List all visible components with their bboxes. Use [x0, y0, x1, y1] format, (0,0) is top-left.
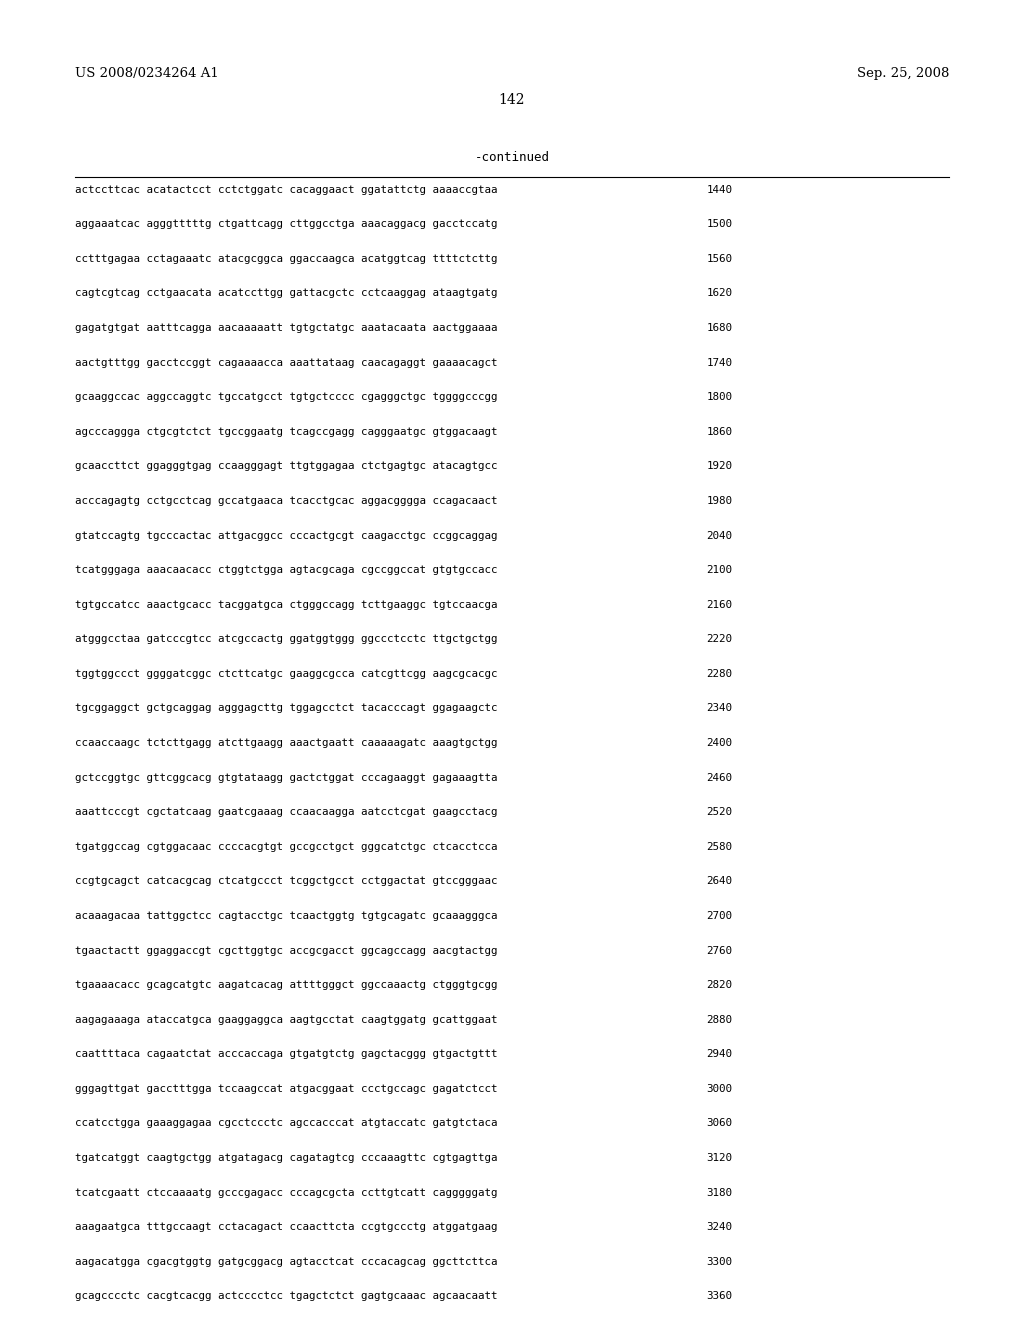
Text: 2820: 2820 — [707, 981, 732, 990]
Text: 3240: 3240 — [707, 1222, 732, 1233]
Text: aagagaaaga ataccatgca gaaggaggca aagtgcctat caagtggatg gcattggaat: aagagaaaga ataccatgca gaaggaggca aagtgcc… — [75, 1015, 498, 1024]
Text: 1740: 1740 — [707, 358, 732, 368]
Text: 2520: 2520 — [707, 808, 732, 817]
Text: 2700: 2700 — [707, 911, 732, 921]
Text: 2340: 2340 — [707, 704, 732, 714]
Text: 2160: 2160 — [707, 599, 732, 610]
Text: gggagttgat gacctttgga tccaagccat atgacggaat ccctgccagc gagatctcct: gggagttgat gacctttgga tccaagccat atgacgg… — [75, 1084, 498, 1094]
Text: aggaaatcac agggtttttg ctgattcagg cttggcctga aaacaggacg gacctccatg: aggaaatcac agggtttttg ctgattcagg cttggcc… — [75, 219, 498, 230]
Text: 3120: 3120 — [707, 1154, 732, 1163]
Text: gctccggtgc gttcggcacg gtgtataagg gactctggat cccagaaggt gagaaagtta: gctccggtgc gttcggcacg gtgtataagg gactctg… — [75, 772, 498, 783]
Text: gagatgtgat aatttcagga aacaaaaatt tgtgctatgc aaatacaata aactggaaaa: gagatgtgat aatttcagga aacaaaaatt tgtgcta… — [75, 323, 498, 333]
Text: acccagagtg cctgcctcag gccatgaaca tcacctgcac aggacgggga ccagacaact: acccagagtg cctgcctcag gccatgaaca tcacctg… — [75, 496, 498, 506]
Text: cctttgagaa cctagaaatc atacgcggca ggaccaagca acatggtcag ttttctcttg: cctttgagaa cctagaaatc atacgcggca ggaccaa… — [75, 253, 498, 264]
Text: aaagaatgca tttgccaagt cctacagact ccaacttcta ccgtgccctg atggatgaag: aaagaatgca tttgccaagt cctacagact ccaactt… — [75, 1222, 498, 1233]
Text: tgtgccatcc aaactgcacc tacggatgca ctgggccagg tcttgaaggc tgtccaacga: tgtgccatcc aaactgcacc tacggatgca ctgggcc… — [75, 599, 498, 610]
Text: 1860: 1860 — [707, 426, 732, 437]
Text: 142: 142 — [499, 94, 525, 107]
Text: 2400: 2400 — [707, 738, 732, 748]
Text: atgggcctaa gatcccgtcc atcgccactg ggatggtggg ggccctcctc ttgctgctgg: atgggcctaa gatcccgtcc atcgccactg ggatggt… — [75, 635, 498, 644]
Text: tgatcatggt caagtgctgg atgatagacg cagatagtcg cccaaagttc cgtgagttga: tgatcatggt caagtgctgg atgatagacg cagatag… — [75, 1154, 498, 1163]
Text: 1980: 1980 — [707, 496, 732, 506]
Text: agcccaggga ctgcgtctct tgccggaatg tcagccgagg cagggaatgc gtggacaagt: agcccaggga ctgcgtctct tgccggaatg tcagccg… — [75, 426, 498, 437]
Text: 1500: 1500 — [707, 219, 732, 230]
Text: 3180: 3180 — [707, 1188, 732, 1197]
Text: acaaagacaa tattggctcc cagtacctgc tcaactggtg tgtgcagatc gcaaagggca: acaaagacaa tattggctcc cagtacctgc tcaactg… — [75, 911, 498, 921]
Text: ccatcctgga gaaaggagaa cgcctccctc agccacccat atgtaccatc gatgtctaca: ccatcctgga gaaaggagaa cgcctccctc agccacc… — [75, 1118, 498, 1129]
Text: aactgtttgg gacctccggt cagaaaacca aaattataag caacagaggt gaaaacagct: aactgtttgg gacctccggt cagaaaacca aaattat… — [75, 358, 498, 368]
Text: tcatcgaatt ctccaaaatg gcccgagacc cccagcgcta ccttgtcatt cagggggatg: tcatcgaatt ctccaaaatg gcccgagacc cccagcg… — [75, 1188, 498, 1197]
Text: tgatggccag cgtggacaac ccccacgtgt gccgcctgct gggcatctgc ctcacctcca: tgatggccag cgtggacaac ccccacgtgt gccgcct… — [75, 842, 498, 851]
Text: tgcggaggct gctgcaggag agggagcttg tggagcctct tacacccagt ggagaagctc: tgcggaggct gctgcaggag agggagcttg tggagcc… — [75, 704, 498, 714]
Text: 2580: 2580 — [707, 842, 732, 851]
Text: 1560: 1560 — [707, 253, 732, 264]
Text: gtatccagtg tgcccactac attgacggcc cccactgcgt caagacctgc ccggcaggag: gtatccagtg tgcccactac attgacggcc cccactg… — [75, 531, 498, 541]
Text: gcaaccttct ggagggtgag ccaagggagt ttgtggagaa ctctgagtgc atacagtgcc: gcaaccttct ggagggtgag ccaagggagt ttgtgga… — [75, 462, 498, 471]
Text: 2760: 2760 — [707, 945, 732, 956]
Text: aagacatgga cgacgtggtg gatgcggacg agtacctcat cccacagcag ggcttcttca: aagacatgga cgacgtggtg gatgcggacg agtacct… — [75, 1257, 498, 1267]
Text: caattttaca cagaatctat acccaccaga gtgatgtctg gagctacggg gtgactgttt: caattttaca cagaatctat acccaccaga gtgatgt… — [75, 1049, 498, 1060]
Text: gcagcccctc cacgtcacgg actcccctcc tgagctctct gagtgcaaac agcaacaatt: gcagcccctc cacgtcacgg actcccctcc tgagctc… — [75, 1291, 498, 1302]
Text: 3000: 3000 — [707, 1084, 732, 1094]
Text: 1440: 1440 — [707, 185, 732, 195]
Text: 1920: 1920 — [707, 462, 732, 471]
Text: 1680: 1680 — [707, 323, 732, 333]
Text: 2040: 2040 — [707, 531, 732, 541]
Text: 1800: 1800 — [707, 392, 732, 403]
Text: 2880: 2880 — [707, 1015, 732, 1024]
Text: 2460: 2460 — [707, 772, 732, 783]
Text: tggtggccct ggggatcggc ctcttcatgc gaaggcgcca catcgttcgg aagcgcacgc: tggtggccct ggggatcggc ctcttcatgc gaaggcg… — [75, 669, 498, 678]
Text: aaattcccgt cgctatcaag gaatcgaaag ccaacaagga aatcctcgat gaagcctacg: aaattcccgt cgctatcaag gaatcgaaag ccaacaa… — [75, 808, 498, 817]
Text: actccttcac acatactcct cctctggatc cacaggaact ggatattctg aaaaccgtaa: actccttcac acatactcct cctctggatc cacagga… — [75, 185, 498, 195]
Text: ccgtgcagct catcacgcag ctcatgccct tcggctgcct cctggactat gtccgggaac: ccgtgcagct catcacgcag ctcatgccct tcggctg… — [75, 876, 498, 887]
Text: 1620: 1620 — [707, 289, 732, 298]
Text: 2280: 2280 — [707, 669, 732, 678]
Text: tcatgggaga aaacaacacc ctggtctgga agtacgcaga cgccggccat gtgtgccacc: tcatgggaga aaacaacacc ctggtctgga agtacgc… — [75, 565, 498, 576]
Text: 2220: 2220 — [707, 635, 732, 644]
Text: gcaaggccac aggccaggtc tgccatgcct tgtgctcccc cgagggctgc tggggcccgg: gcaaggccac aggccaggtc tgccatgcct tgtgctc… — [75, 392, 498, 403]
Text: 2640: 2640 — [707, 876, 732, 887]
Text: 3060: 3060 — [707, 1118, 732, 1129]
Text: cagtcgtcag cctgaacata acatccttgg gattacgctc cctcaaggag ataagtgatg: cagtcgtcag cctgaacata acatccttgg gattacg… — [75, 289, 498, 298]
Text: -continued: -continued — [474, 150, 550, 164]
Text: 3300: 3300 — [707, 1257, 732, 1267]
Text: 2100: 2100 — [707, 565, 732, 576]
Text: 2940: 2940 — [707, 1049, 732, 1060]
Text: tgaactactt ggaggaccgt cgcttggtgc accgcgacct ggcagccagg aacgtactgg: tgaactactt ggaggaccgt cgcttggtgc accgcga… — [75, 945, 498, 956]
Text: 3360: 3360 — [707, 1291, 732, 1302]
Text: tgaaaacacc gcagcatgtc aagatcacag attttgggct ggccaaactg ctgggtgcgg: tgaaaacacc gcagcatgtc aagatcacag attttgg… — [75, 981, 498, 990]
Text: ccaaccaagc tctcttgagg atcttgaagg aaactgaatt caaaaagatc aaagtgctgg: ccaaccaagc tctcttgagg atcttgaagg aaactga… — [75, 738, 498, 748]
Text: US 2008/0234264 A1: US 2008/0234264 A1 — [75, 66, 218, 79]
Text: Sep. 25, 2008: Sep. 25, 2008 — [857, 66, 949, 79]
